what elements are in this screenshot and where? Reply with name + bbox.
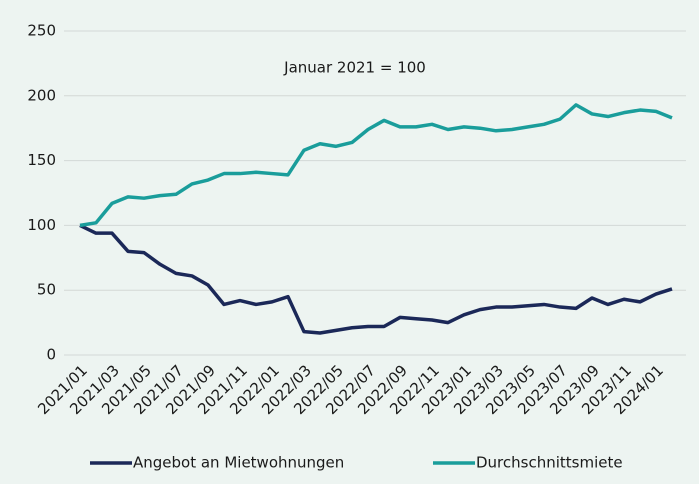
- y-tick-label: 50: [37, 281, 56, 299]
- series-line: [79, 103, 673, 228]
- legend-label: Durchschnittsmiete: [476, 454, 623, 472]
- y-tick-label: 200: [27, 86, 56, 104]
- legend-label: Angebot an Mietwohnungen: [133, 454, 344, 472]
- series-line: [79, 223, 673, 335]
- y-tick-label: 0: [46, 346, 56, 364]
- y-tick-label: 150: [27, 151, 56, 169]
- y-tick-label: 100: [27, 216, 56, 234]
- y-tick-label: 250: [27, 22, 56, 40]
- annotation: Januar 2021 = 100: [283, 59, 426, 77]
